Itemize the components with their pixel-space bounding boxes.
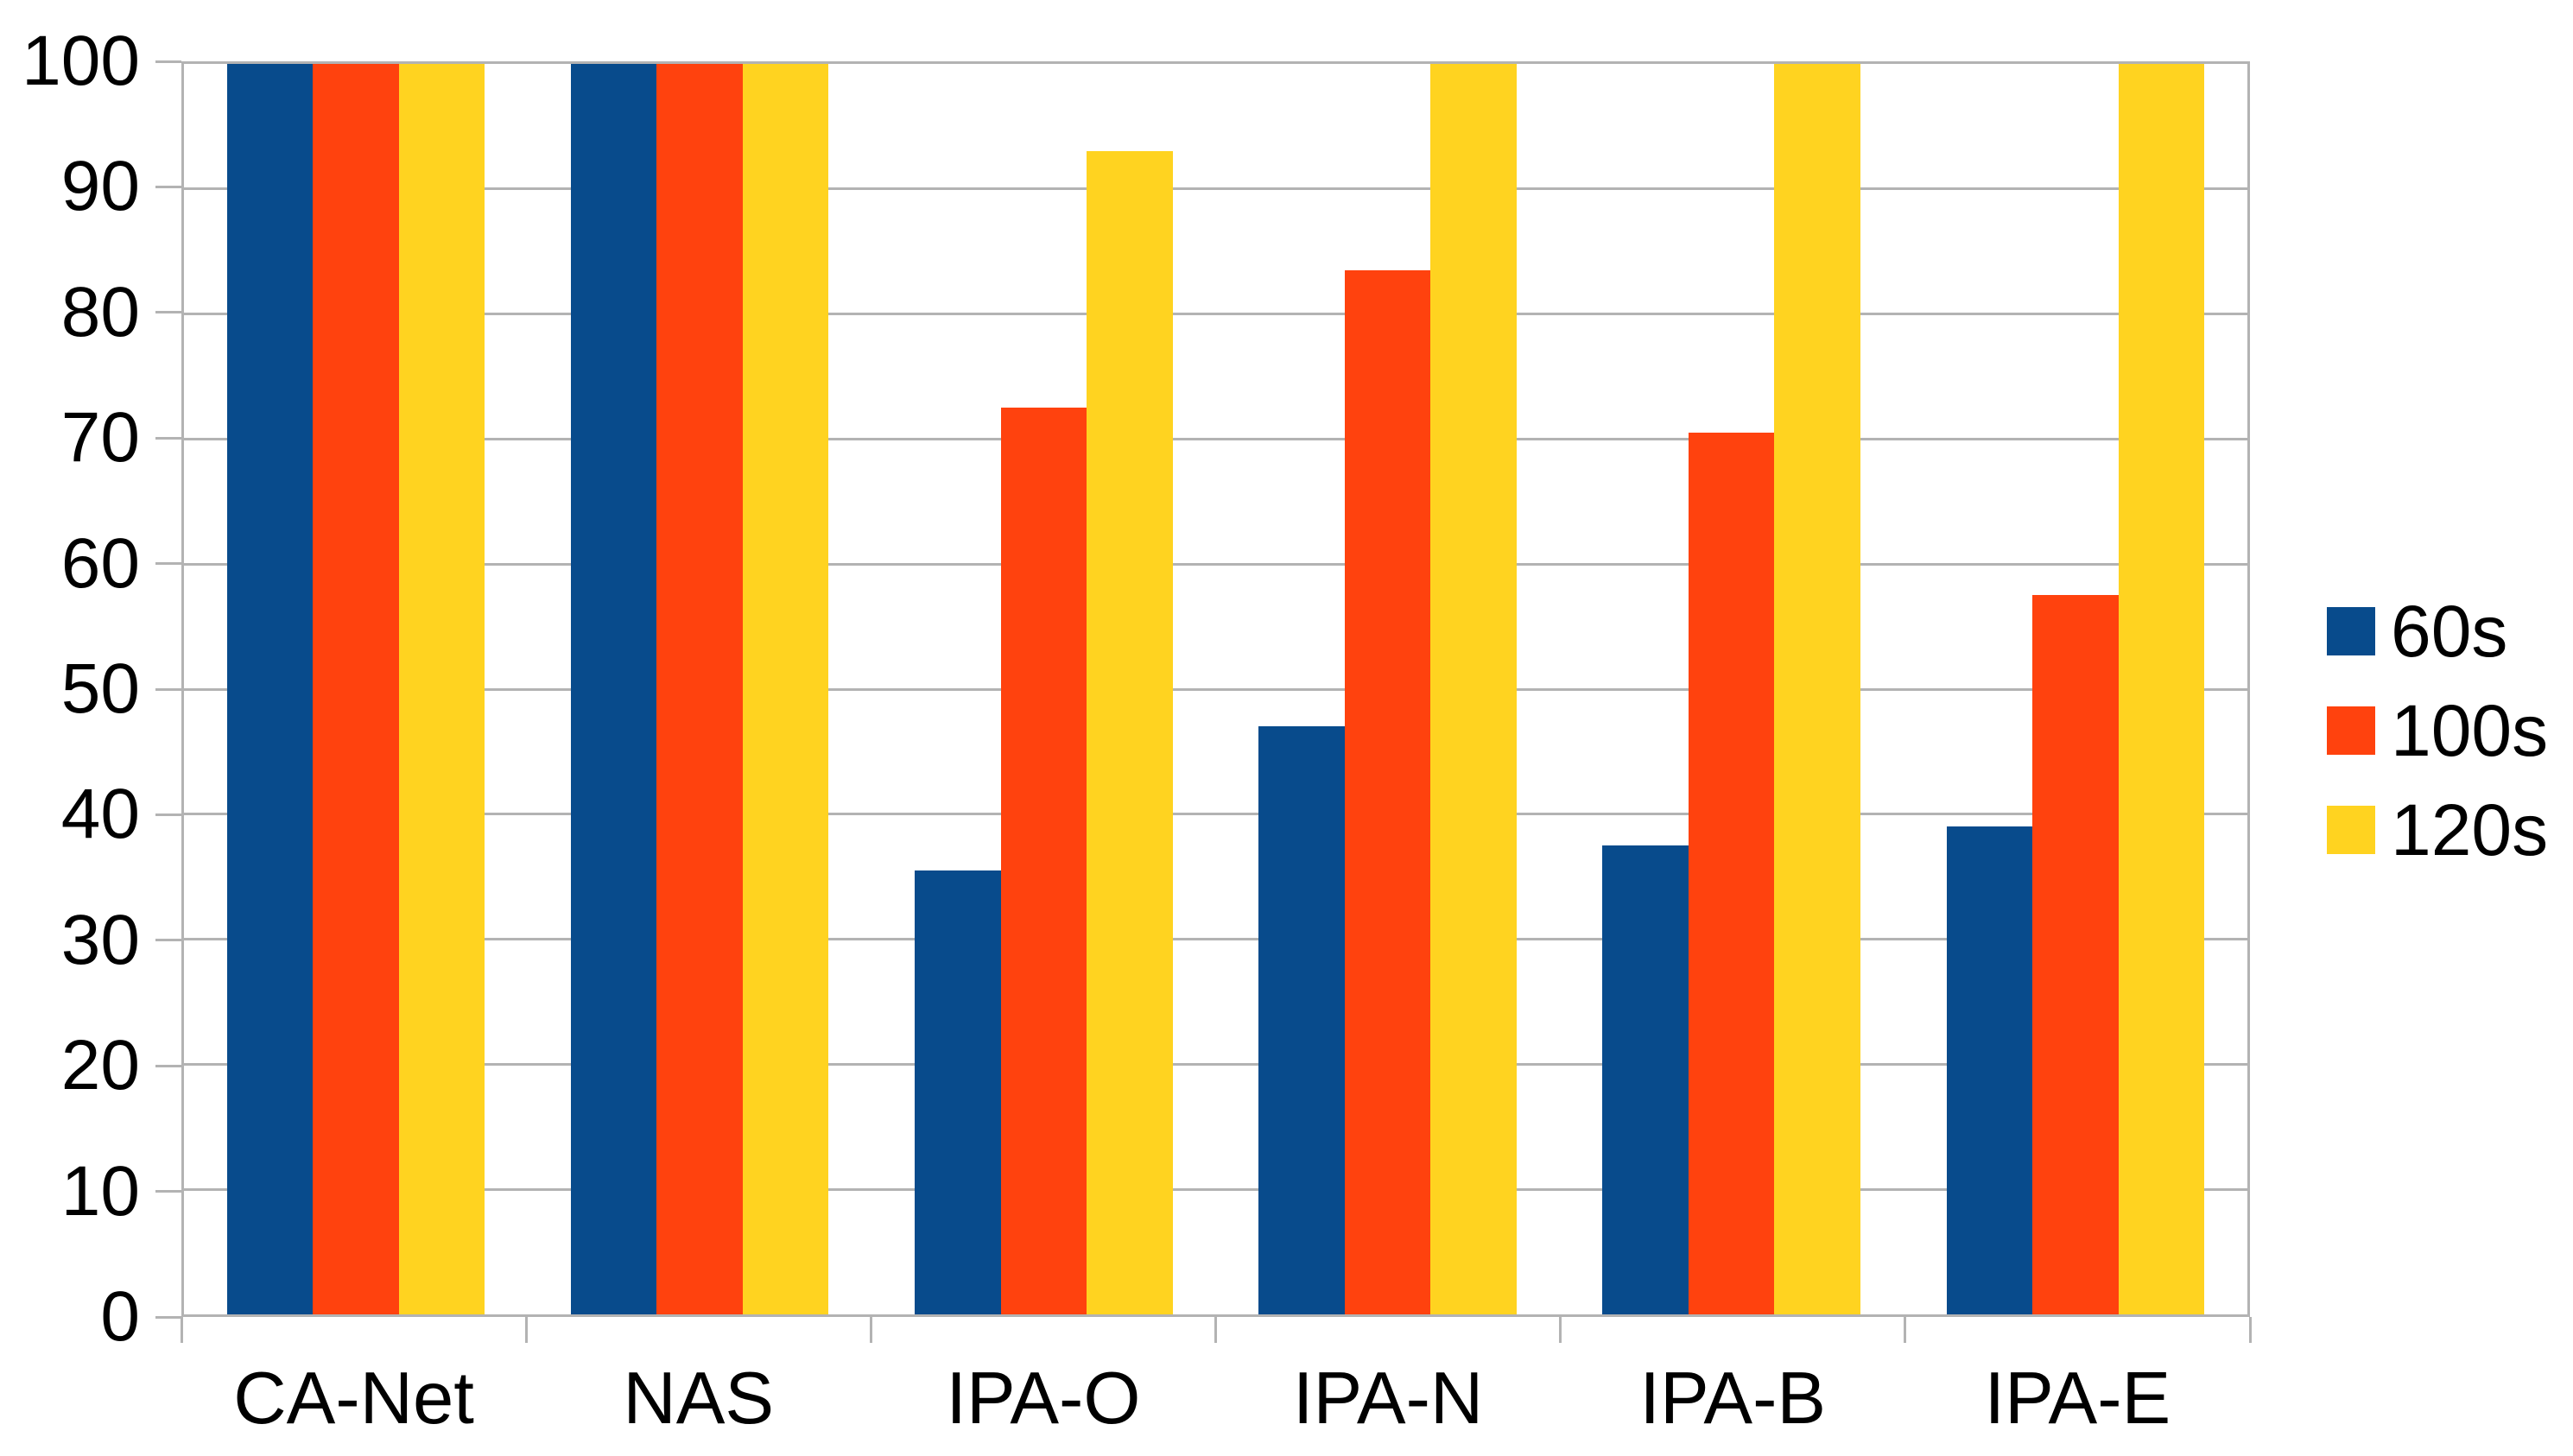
bar-120s-NAS xyxy=(742,64,829,1314)
bar-group-NAS xyxy=(528,64,871,1314)
bar-60s-NAS xyxy=(570,64,657,1314)
bar-120s-IPA-B xyxy=(1774,64,1860,1314)
y-axis-label: 90 xyxy=(60,147,140,226)
bar-100s-IPA-O xyxy=(1000,408,1087,1314)
bar-60s-CA-Net xyxy=(226,64,314,1314)
x-axis-label: NAS xyxy=(623,1358,775,1440)
x-axis-tick xyxy=(2248,1317,2252,1343)
bar-100s-CA-Net xyxy=(313,64,399,1314)
gridline xyxy=(184,938,2247,941)
legend-swatch-100s xyxy=(2327,706,2375,755)
x-axis-label: IPA-N xyxy=(1292,1358,1484,1440)
gridline xyxy=(184,437,2247,440)
x-axis-tick xyxy=(1904,1317,1907,1343)
gridline xyxy=(184,187,2247,191)
bar-120s-IPA-E xyxy=(2118,64,2205,1314)
gridline xyxy=(184,813,2247,816)
bar-60s-IPA-O xyxy=(915,870,1001,1314)
bar-group-IPA-N xyxy=(1216,64,1560,1314)
bar-60s-IPA-E xyxy=(1946,826,2033,1314)
x-axis-tick xyxy=(869,1317,872,1343)
x-axis-tick xyxy=(1559,1317,1562,1343)
legend: 60s 100s 120s xyxy=(2327,591,2548,905)
x-axis-label: CA-Net xyxy=(233,1358,474,1440)
y-axis-tick xyxy=(155,311,181,314)
y-axis-label: 50 xyxy=(60,649,140,728)
legend-swatch-120s xyxy=(2327,806,2375,854)
y-axis-label: 60 xyxy=(60,523,140,603)
x-axis-label: IPA-B xyxy=(1639,1358,1827,1440)
bar-100s-IPA-N xyxy=(1344,269,1431,1314)
legend-item-60s: 60s xyxy=(2327,591,2548,672)
x-axis-tick xyxy=(1214,1317,1217,1343)
y-axis-tick xyxy=(155,562,181,566)
y-axis-label: 0 xyxy=(100,1277,140,1356)
gridline xyxy=(184,562,2247,566)
y-axis-tick xyxy=(155,436,181,440)
bar-100s-IPA-B xyxy=(1688,433,1775,1314)
bar-120s-IPA-N xyxy=(1430,64,1517,1314)
gridline xyxy=(184,313,2247,316)
y-axis-tick xyxy=(155,939,181,942)
x-axis-tick xyxy=(524,1317,528,1343)
y-axis-tick xyxy=(155,60,181,63)
y-axis-label: 20 xyxy=(60,1026,140,1105)
y-axis-label: 80 xyxy=(60,272,140,351)
x-axis-tick xyxy=(180,1317,183,1343)
x-axis-label: IPA-O xyxy=(946,1358,1141,1440)
gridline xyxy=(184,1062,2247,1066)
legend-item-120s: 120s xyxy=(2327,789,2548,870)
y-axis-tick xyxy=(155,1190,181,1193)
bar-100s-IPA-E xyxy=(2032,595,2119,1314)
gridline xyxy=(184,1187,2247,1191)
y-axis-label: 100 xyxy=(22,22,140,100)
bar-120s-IPA-O xyxy=(1087,151,1173,1314)
y-axis-label: 30 xyxy=(60,900,140,979)
y-axis-label: 40 xyxy=(60,775,140,854)
bar-120s-CA-Net xyxy=(398,64,485,1314)
x-axis-label: IPA-E xyxy=(1984,1358,2171,1440)
y-axis-tick xyxy=(155,1064,181,1067)
y-axis-label: 10 xyxy=(60,1151,140,1231)
y-axis-label: 70 xyxy=(60,398,140,478)
legend-label-100s: 100s xyxy=(2391,689,2549,771)
bar-group-CA-Net xyxy=(184,64,528,1314)
plot-area xyxy=(181,61,2250,1317)
y-axis-tick xyxy=(155,813,181,816)
y-axis-tick xyxy=(155,687,181,691)
legend-swatch-60s xyxy=(2327,607,2375,655)
bar-group-IPA-E xyxy=(1904,64,2247,1314)
gridline xyxy=(184,687,2247,691)
bar-60s-IPA-N xyxy=(1258,726,1345,1314)
bar-60s-IPA-B xyxy=(1602,845,1689,1314)
legend-item-100s: 100s xyxy=(2327,690,2548,771)
bar-group-IPA-B xyxy=(1560,64,1904,1314)
y-axis-tick xyxy=(155,185,181,188)
y-axis-tick xyxy=(155,1315,181,1319)
bar-100s-NAS xyxy=(656,64,743,1314)
legend-label-60s: 60s xyxy=(2391,590,2508,672)
legend-label-120s: 120s xyxy=(2391,788,2549,870)
bar-group-IPA-O xyxy=(871,64,1215,1314)
